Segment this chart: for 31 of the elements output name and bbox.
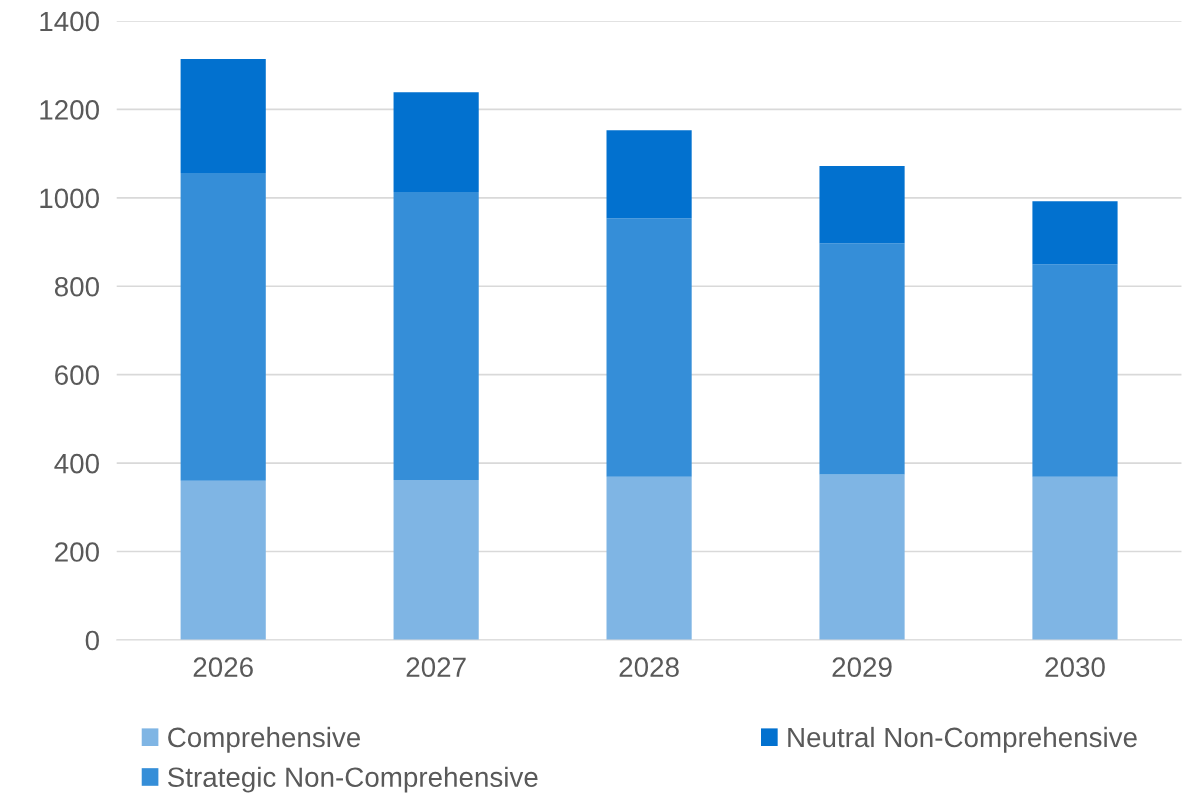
bar: [819, 165, 905, 244]
y-tick-label: 600: [55, 365, 99, 386]
x-tick-label: 2026: [193, 657, 253, 678]
bar: [180, 480, 266, 640]
y-tick-label: 800: [54, 276, 99, 297]
bar: [606, 130, 692, 219]
legend-label: Strategic Non-Comprehensive: [167, 766, 538, 793]
y-tick-label: 0: [85, 630, 99, 651]
y-tick-label: 1200: [40, 100, 99, 120]
legend-label: Neutral Non-Comprehensive: [788, 726, 1137, 753]
x-tick-label: 2029: [832, 657, 892, 678]
x-tick-label: 2027: [406, 657, 466, 678]
bar: [180, 173, 266, 481]
legend-label: Comprehensive: [168, 726, 361, 753]
bar: [606, 476, 692, 640]
bar: [1032, 476, 1118, 640]
y-tick-label: 1000: [40, 188, 99, 209]
y-tick-label: 200: [55, 542, 99, 562]
bar: [393, 192, 479, 480]
bar: [606, 218, 692, 477]
bar: [393, 92, 479, 193]
bar: [819, 243, 905, 475]
bar: [1032, 264, 1118, 477]
y-tick-label: 1400: [40, 11, 99, 32]
x-tick-label: 2028: [619, 657, 679, 678]
bar: [1032, 201, 1118, 265]
x-tick-label: 2030: [1045, 657, 1105, 678]
y-tick-label: 400: [54, 453, 99, 474]
bar: [393, 479, 479, 640]
bar: [180, 58, 266, 174]
bar: [819, 474, 905, 640]
